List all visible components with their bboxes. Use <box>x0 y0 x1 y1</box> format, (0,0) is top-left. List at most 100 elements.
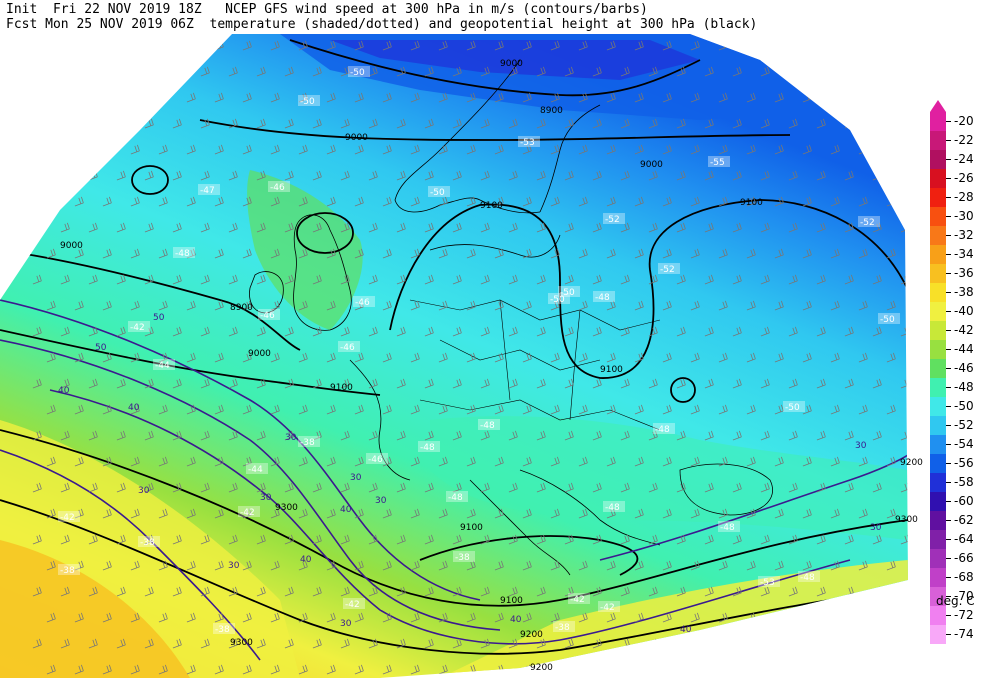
wind-barb <box>88 534 98 545</box>
wind-barb <box>102 40 112 51</box>
legend-tick <box>946 368 951 369</box>
temperature-label-bg <box>338 341 360 352</box>
wind-barb <box>74 196 84 207</box>
wind-barb <box>438 560 448 571</box>
wind-barb <box>410 144 420 155</box>
wind-barb <box>382 456 392 467</box>
wind-barb <box>690 248 700 259</box>
wind-barb <box>60 326 70 337</box>
wind-barb <box>130 508 140 519</box>
wind-barb <box>536 430 546 441</box>
wind-barb <box>144 118 154 129</box>
wind-barb <box>732 482 742 493</box>
wind-barb <box>886 352 896 363</box>
wind-barb <box>60 586 70 597</box>
wind-barb <box>88 378 98 389</box>
legend-swatch <box>930 454 946 473</box>
wind-barb <box>242 196 252 207</box>
temperature-label-bg <box>428 186 450 197</box>
wind-barb <box>396 274 406 285</box>
wind-barb <box>172 222 182 233</box>
wind-barb <box>214 92 224 103</box>
wind-barb <box>382 196 392 207</box>
wind-barb <box>158 196 168 207</box>
wind-barb <box>690 508 700 519</box>
wind-barb <box>200 534 210 545</box>
wind-barb <box>886 612 896 623</box>
wind-barb <box>606 404 616 415</box>
wind-barb <box>130 144 140 155</box>
wind-barb <box>634 40 644 51</box>
coastline-great-britain <box>293 214 352 331</box>
wind-barb <box>158 92 168 103</box>
wind-barb <box>312 66 322 77</box>
wind-labels: 50 50 40 40 30 30 30 40 30 30 30 40 40 30 40 30 30 <box>58 313 882 635</box>
wind-barb <box>480 638 490 649</box>
wind-barb <box>732 118 742 129</box>
wind-barb <box>774 248 784 259</box>
wind-barb <box>704 118 714 129</box>
wind-barb <box>690 612 700 623</box>
wind-barb <box>130 300 140 311</box>
wind-barb <box>872 274 882 285</box>
wind-barb <box>382 248 392 259</box>
wind-barb <box>214 456 224 467</box>
legend-label: -72 <box>954 608 974 622</box>
wind-barb <box>396 482 406 493</box>
temperature-label-bg <box>553 621 575 632</box>
wind-barb <box>578 352 588 363</box>
wind-barb <box>256 326 266 337</box>
wind-barb <box>32 222 42 233</box>
wind-barb <box>270 508 280 519</box>
temp-label: -48 <box>480 421 495 431</box>
wind-barb <box>788 534 798 545</box>
wind-barb <box>340 378 350 389</box>
wind-barb <box>46 508 56 519</box>
wind-barb <box>788 378 798 389</box>
temperature-label-bg <box>798 571 820 582</box>
wind-barb <box>774 664 784 675</box>
height-label: 9200 <box>900 458 923 468</box>
temperature-label-bg <box>213 623 235 634</box>
wind-barb <box>648 378 658 389</box>
temperature-label-bg <box>908 531 930 542</box>
wind-barb <box>102 456 112 467</box>
wind-barb <box>522 508 532 519</box>
wind-barb <box>32 66 42 77</box>
wind-barb <box>550 248 560 259</box>
wind-barb <box>396 586 406 597</box>
legend-label: -62 <box>954 513 974 527</box>
wind-barb <box>620 222 630 233</box>
wind-barb <box>662 508 672 519</box>
wind-barb <box>228 274 238 285</box>
wind-barb <box>578 92 588 103</box>
legend-swatch <box>930 169 946 188</box>
temp-label: -42 <box>570 595 585 605</box>
wind-barb <box>872 482 882 493</box>
temp-label: -50 <box>550 295 565 305</box>
coastline-italy <box>469 479 571 576</box>
wind-barb <box>915 93 923 102</box>
legend-tick <box>946 330 951 331</box>
wind-barb <box>648 482 658 493</box>
wind-barb <box>298 300 308 311</box>
wind-barb <box>32 118 42 129</box>
legend-top-arrow <box>930 100 946 112</box>
wind-barb <box>326 144 336 155</box>
height-label: 9300 <box>895 515 918 525</box>
wind-label: 50 <box>95 343 107 353</box>
wind-barb <box>172 430 182 441</box>
height-label: 9000 <box>500 59 523 69</box>
wind-barb <box>774 196 784 207</box>
wind-barb <box>424 586 434 597</box>
legend-label: -70 <box>954 589 974 603</box>
wind-barb <box>102 612 112 623</box>
wind-barb <box>648 430 658 441</box>
wind-barb <box>732 534 742 545</box>
wind-barb <box>648 170 658 181</box>
wind-barb <box>354 300 364 311</box>
temp-label: -38 <box>455 553 470 563</box>
legend-swatch <box>930 378 946 397</box>
wind-barb <box>424 222 434 233</box>
wind-barb <box>466 560 476 571</box>
